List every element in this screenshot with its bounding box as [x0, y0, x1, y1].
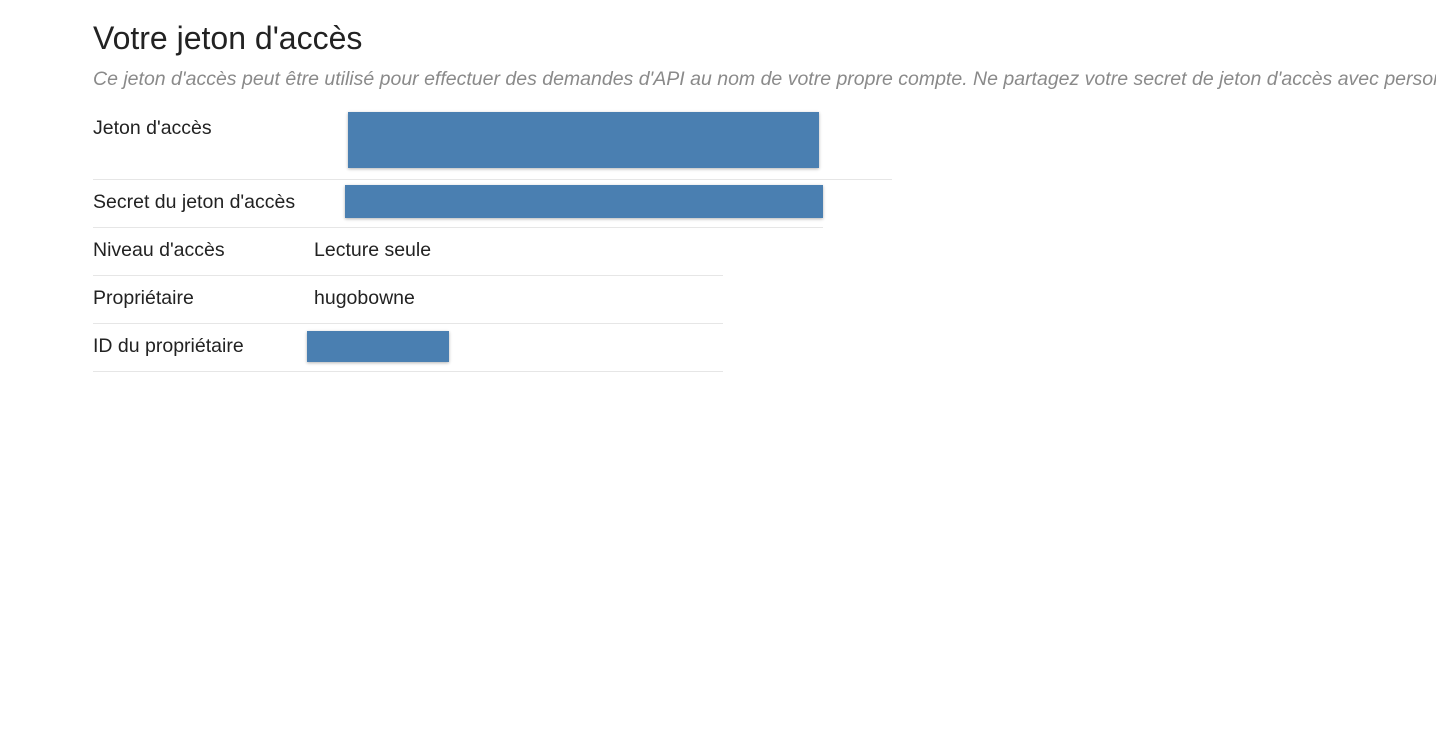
- row-label: Secret du jeton d'accès: [93, 191, 296, 213]
- page-title: Votre jeton d'accès: [93, 20, 363, 56]
- divider: [93, 371, 723, 372]
- row-label: Niveau d'accès: [93, 239, 225, 261]
- divider: [93, 227, 823, 228]
- page-subtitle: Ce jeton d'accès peut être utilisé pour …: [93, 68, 1436, 90]
- row-label: Jeton d'accès: [93, 117, 212, 139]
- row-value: hugobowne: [314, 287, 415, 309]
- row-value: Lecture seule: [314, 239, 432, 261]
- row-label: ID du propriétaire: [93, 335, 244, 357]
- row-label: Propriétaire: [93, 287, 194, 309]
- redaction: [345, 185, 823, 218]
- divider: [93, 275, 723, 276]
- redaction: [348, 112, 819, 168]
- divider: [93, 179, 892, 180]
- divider: [93, 323, 723, 324]
- redaction: [307, 331, 449, 362]
